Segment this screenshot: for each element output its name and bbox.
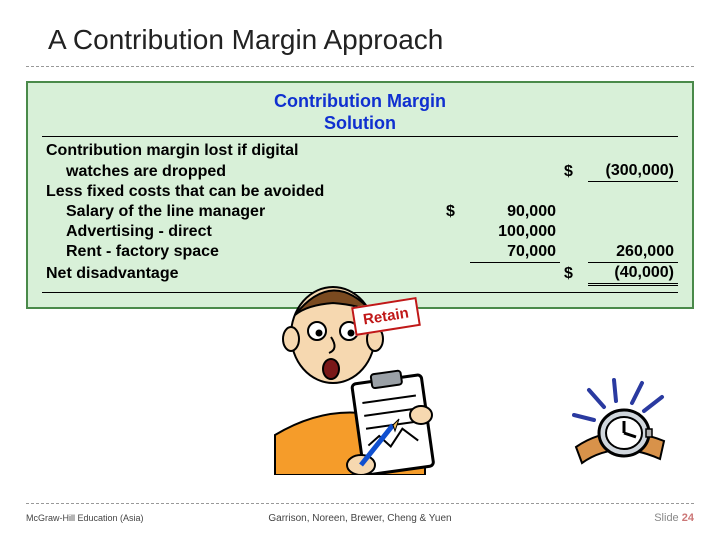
row-label: watches are dropped bbox=[42, 161, 442, 182]
panel-heading-line1: Contribution Margin bbox=[274, 91, 446, 111]
table-row: Contribution margin lost if digital bbox=[42, 141, 678, 161]
footer-center: Garrison, Noreen, Brewer, Cheng & Yuen bbox=[26, 513, 694, 524]
row-value: 260,000 bbox=[588, 242, 678, 263]
row-label: Contribution margin lost if digital bbox=[42, 141, 442, 161]
currency-symbol: $ bbox=[560, 262, 588, 284]
title-divider bbox=[26, 66, 694, 67]
watch-clipart bbox=[564, 375, 684, 480]
panel-rule-top bbox=[42, 136, 678, 137]
row-label: Rent - factory space bbox=[42, 242, 442, 263]
row-value: 70,000 bbox=[470, 242, 560, 263]
table-row: Rent - factory space 70,000 260,000 bbox=[42, 242, 678, 263]
panel-heading: Contribution Margin Solution bbox=[42, 91, 678, 134]
row-value: 90,000 bbox=[470, 202, 560, 222]
slide-footer: McGraw-Hill Education (Asia) Garrison, N… bbox=[26, 503, 694, 524]
row-value: 100,000 bbox=[470, 222, 560, 242]
watch-icon bbox=[564, 375, 684, 475]
table-row: Less fixed costs that can be avoided bbox=[42, 182, 678, 202]
row-value: (40,000) bbox=[588, 262, 678, 284]
row-label: Advertising - direct bbox=[42, 222, 442, 242]
panel-heading-line2: Solution bbox=[324, 113, 396, 133]
currency-symbol: $ bbox=[560, 161, 588, 182]
currency-symbol: $ bbox=[442, 202, 470, 222]
row-label: Less fixed costs that can be avoided bbox=[42, 182, 442, 202]
table-row: Salary of the line manager $ 90,000 bbox=[42, 202, 678, 222]
table-row: Advertising - direct 100,000 bbox=[42, 222, 678, 242]
solution-table: Contribution margin lost if digital watc… bbox=[42, 141, 678, 286]
row-value: (300,000) bbox=[588, 161, 678, 182]
table-row: watches are dropped $ (300,000) bbox=[42, 161, 678, 182]
slide-title: A Contribution Margin Approach bbox=[0, 0, 720, 66]
row-label: Salary of the line manager bbox=[42, 202, 442, 222]
